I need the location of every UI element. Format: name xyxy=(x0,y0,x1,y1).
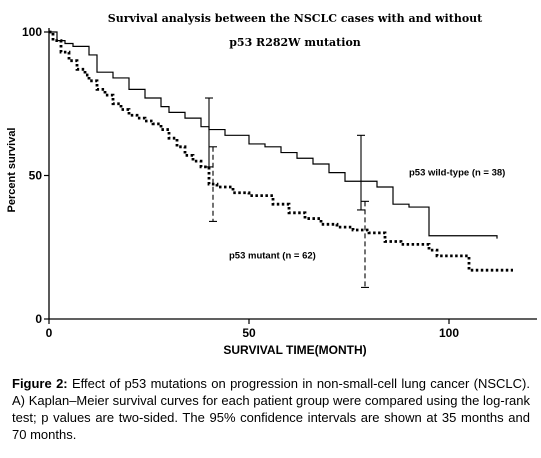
x-tick-label: 50 xyxy=(242,326,256,340)
figure-caption: Figure 2: Effect of p53 mutations on pro… xyxy=(12,375,530,443)
caption-label: Figure 2: xyxy=(12,376,68,391)
survival-chart: 0 50 100 0 50 100 p53 wild-type (n = 38) p53 m… xyxy=(22,25,537,340)
caption-text: Effect of p53 mutations on progression i… xyxy=(12,376,530,442)
confidence-intervals xyxy=(205,97,369,288)
chart-title-line-1: Survival analysis between the NSCLC case… xyxy=(107,12,483,25)
series-annotation: p53 wild-type (n = 38) xyxy=(409,168,505,179)
wild-type-survival-line xyxy=(49,31,498,239)
x-tick-label: 0 xyxy=(46,326,53,340)
annotations: p53 wild-type (n = 38) p53 mutant (n = 62… xyxy=(229,168,505,262)
y-tick-label: 50 xyxy=(29,169,43,183)
chart-title-line-2: p53 R282W mutation xyxy=(229,36,361,49)
y-tick-label: 100 xyxy=(22,25,42,39)
axes: 0 50 100 0 50 100 xyxy=(22,25,537,340)
y-tick-label: 0 xyxy=(35,312,42,326)
series-layer xyxy=(49,30,513,272)
series-annotation: p53 mutant (n = 62) xyxy=(229,251,316,262)
x-axis-label: SURVIVAL TIME(MONTH) xyxy=(223,343,367,357)
x-tick-label: 100 xyxy=(439,326,459,340)
